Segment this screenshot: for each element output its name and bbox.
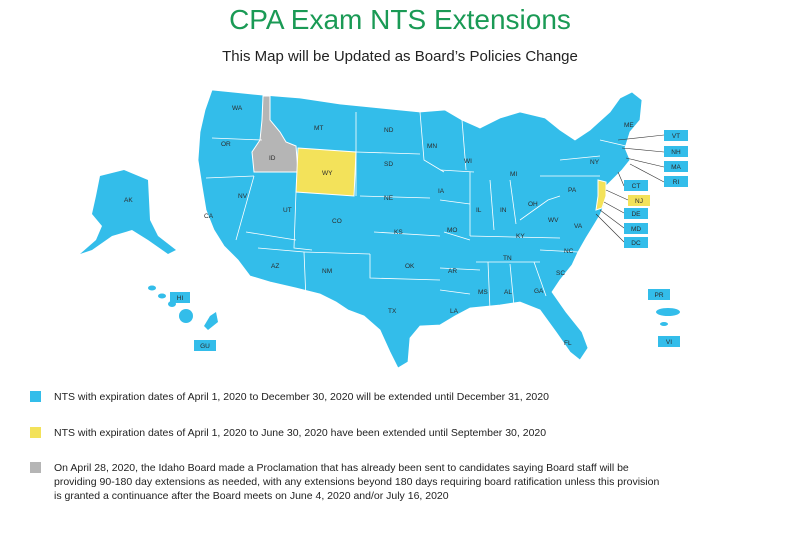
box-label-ma: MA	[671, 164, 681, 171]
state-label-ms: MS	[478, 289, 488, 296]
puerto-rico-shape	[656, 308, 680, 326]
state-label-ca: CA	[204, 213, 214, 220]
state-label-az: AZ	[271, 263, 279, 270]
legend-text: On April 28, 2020, the Idaho Board made …	[54, 462, 660, 502]
state-label-sd: SD	[384, 161, 393, 168]
box-label-nh: NH	[671, 149, 681, 156]
state-label-la: LA	[450, 308, 459, 315]
state-label-ar: AR	[448, 268, 457, 275]
box-label-de: DE	[631, 211, 641, 218]
state-label-oh: OH	[528, 201, 538, 208]
state-label-nd: ND	[384, 127, 394, 134]
box-label-gu: GU	[200, 343, 210, 350]
state-label-nc: NC	[564, 248, 574, 255]
state-label-nm: NM	[322, 268, 332, 275]
state-label-pa: PA	[568, 187, 577, 194]
state-label-mn: MN	[427, 143, 437, 150]
box-label-md: MD	[631, 226, 641, 233]
state-label-tx: TX	[388, 308, 397, 315]
new-jersey-shape	[595, 179, 607, 211]
state-label-ok: OK	[405, 263, 415, 270]
state-label-mo: MO	[447, 227, 457, 234]
state-label-wa: WA	[232, 105, 243, 112]
box-label-vi: VI	[666, 339, 672, 346]
legend-text: NTS with expiration dates of April 1, 20…	[54, 427, 547, 439]
state-label-tn: TN	[503, 255, 512, 262]
state-label-id: ID	[269, 155, 276, 162]
map-subtitle: This Map will be Updated as Board’s Poli…	[222, 48, 578, 65]
callout-lines	[595, 134, 665, 243]
box-label-ri: RI	[673, 179, 680, 186]
state-label-sc: SC	[556, 270, 565, 277]
wyoming-shape	[295, 147, 357, 197]
box-label-ct: CT	[632, 183, 641, 190]
box-label-dc: DC	[631, 240, 641, 247]
state-label-il: IL	[476, 207, 482, 214]
state-label-ks: KS	[394, 229, 403, 236]
map-title: CPA Exam NTS Extensions	[229, 4, 571, 35]
legend-text: NTS with expiration dates of April 1, 20…	[54, 391, 549, 403]
hawaii-shape	[148, 285, 193, 323]
state-label-co: CO	[332, 218, 342, 225]
legend-swatch-gray	[30, 462, 41, 473]
legend-swatch-blue	[30, 391, 41, 402]
state-label-ne: NE	[384, 195, 394, 202]
state-label-wi: WI	[464, 158, 472, 165]
alaska-shape	[80, 170, 176, 254]
state-label-va: VA	[574, 223, 583, 230]
state-label-wy: WY	[322, 170, 333, 177]
state-borders	[205, 111, 627, 311]
state-label-al: AL	[504, 289, 512, 296]
state-label-me: ME	[624, 122, 634, 129]
state-label-fl: FL	[564, 340, 572, 347]
state-label-ut: UT	[283, 207, 292, 214]
box-label-pr: PR	[654, 292, 663, 299]
state-label-ny: NY	[590, 159, 600, 166]
state-label-mi: MI	[510, 171, 517, 178]
box-label-vt: VT	[672, 133, 680, 140]
state-label-ia: IA	[438, 188, 445, 195]
state-label-ky: KY	[516, 233, 525, 240]
guam-shape	[204, 312, 218, 330]
box-label-nj: NJ	[635, 198, 643, 205]
state-label-mt: MT	[314, 125, 323, 132]
state-label-in: IN	[500, 207, 507, 214]
legend-swatch-yellow	[30, 427, 41, 438]
state-label-or: OR	[221, 141, 231, 148]
box-label-hi: HI	[177, 295, 184, 302]
state-label-ga: GA	[534, 288, 544, 295]
state-label-ak: AK	[124, 197, 133, 204]
state-label-nv: NV	[238, 193, 248, 200]
state-label-wv: WV	[548, 217, 559, 224]
